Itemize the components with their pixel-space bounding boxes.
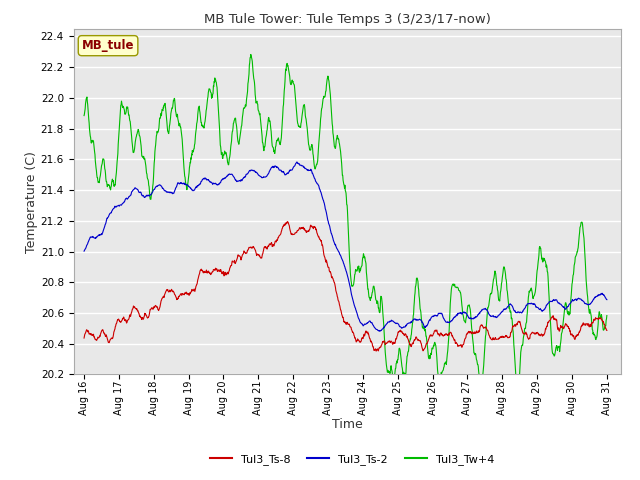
X-axis label: Time: Time: [332, 418, 363, 431]
Y-axis label: Temperature (C): Temperature (C): [25, 151, 38, 252]
Text: MB_tule: MB_tule: [82, 39, 134, 52]
Legend: Tul3_Ts-8, Tul3_Ts-2, Tul3_Tw+4: Tul3_Ts-8, Tul3_Ts-2, Tul3_Tw+4: [205, 450, 499, 469]
Title: MB Tule Tower: Tule Temps 3 (3/23/17-now): MB Tule Tower: Tule Temps 3 (3/23/17-now…: [204, 13, 491, 26]
